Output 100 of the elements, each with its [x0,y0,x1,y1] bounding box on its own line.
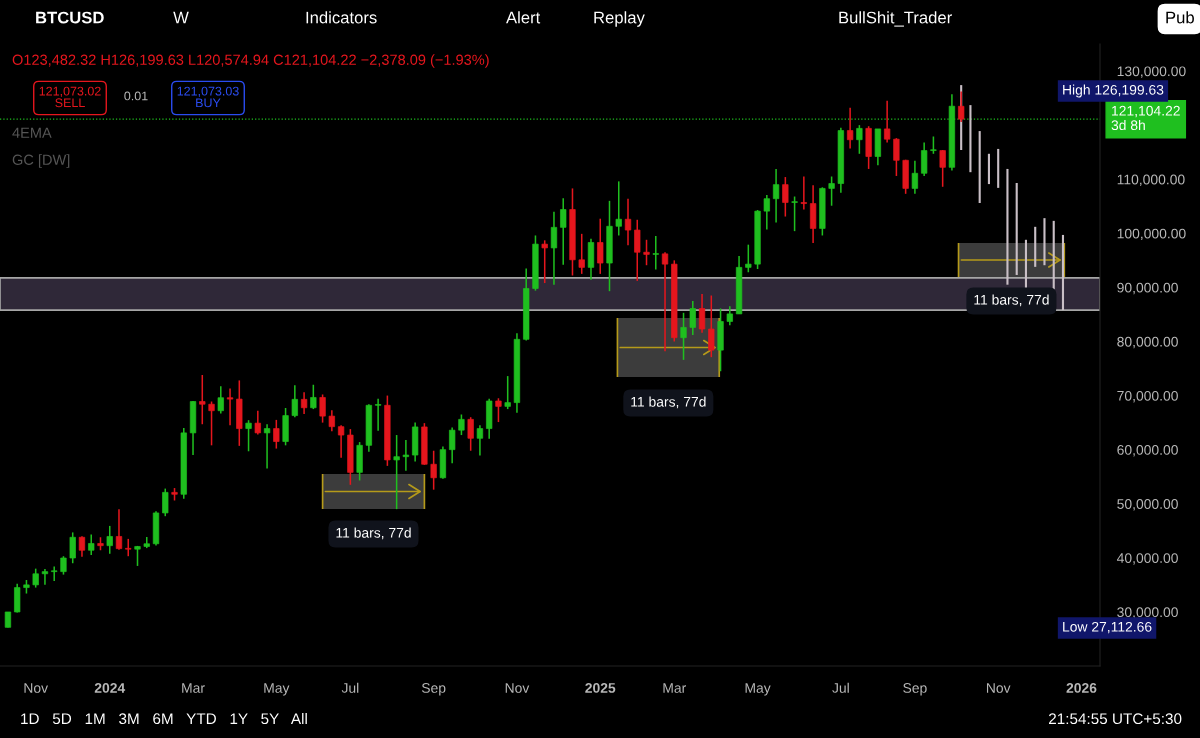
candlestick [291,384,298,418]
text: Replay [594,11,645,27]
annotation: 0.01 [124,91,148,101]
bar [997,148,1000,188]
x-tick-label: Sep [903,683,927,696]
candlestick [846,107,854,150]
candlestick [263,423,271,470]
candlestick [402,439,410,472]
text: 21:54:55 UTC+5:30 [1049,713,1182,725]
candlestick [541,239,548,284]
y-tick-label: 70,000.00 [1117,390,1178,403]
bar [1015,183,1018,275]
text: BullShit_Trader [839,11,952,27]
x-tick-label: May [745,683,771,696]
candlestick [698,293,706,334]
candlestick [393,434,400,510]
annotation: 121,073.03 BUY [177,86,239,108]
bar [1043,218,1046,266]
ref-line-label: 121,104.22 3d 8h [1111,105,1180,131]
candlestick [550,210,558,286]
x-tick-label: Mar [663,683,687,693]
annotation: 11 bars, 77d [974,294,1049,307]
y-tick-label: 110,000.00 [1117,174,1185,187]
candlestick [763,194,770,231]
x-tick-label: Sep [421,683,446,696]
annotation: High 126,199.63 [1063,84,1164,98]
text: 1D 5D 1M 3M 6M YTD 1Y 5Y All [21,712,307,725]
candlestick [162,487,169,517]
candlestick [504,375,511,410]
candlestick [708,294,715,358]
candlestick [328,409,335,433]
candlestick [597,217,604,275]
annotation: 121,073.02 SELL [39,86,101,108]
y-tick-label: 30,000.00 [1117,607,1178,619]
x-tick-label: 2026 [1066,683,1097,693]
annotation: 4EMA [12,127,52,138]
candlestick [791,195,798,232]
candlestick [319,393,326,424]
candlestick [624,197,632,246]
candlestick [300,391,308,415]
annotation: 11 bars, 77d [631,396,706,409]
x-tick-label: Jul [341,682,359,693]
candlestick [458,413,465,436]
candlestick [884,100,891,144]
text: Pub [1166,11,1194,24]
candlestick [51,565,58,582]
x-tick-label: Nov [986,683,1011,693]
candlestick [32,567,39,589]
candlestick [782,176,789,218]
candlestick [115,508,123,551]
candlestick [254,409,261,436]
chart-title: BTCUSD [36,11,104,24]
candlestick [245,419,252,453]
bar [978,131,981,204]
y-tick-label: 50,000.00 [1117,499,1178,511]
candlestick [680,312,687,361]
y-tick-label: 90,000.00 [1117,282,1178,295]
bar [969,105,972,173]
annotation: O123,482.32 H126,199.63 L120,574.94 C121,104.22 −2,378.09 (−1.93%) [12,54,489,68]
bar [987,153,990,185]
candlestick [643,239,650,266]
y-tick-label: 100,000.00 [1117,228,1186,241]
candlestick [60,555,67,576]
candlestick [88,533,95,556]
candlestick [652,235,659,271]
candlestick [726,305,733,327]
text: W [173,11,189,24]
x-tick-label: May [264,683,290,696]
bar [1034,226,1037,267]
candlestick [911,160,919,195]
candlestick [78,535,86,558]
candlestick [226,387,234,427]
candlestick [856,124,863,155]
annotation: Low 27,112.66 [1063,621,1152,634]
x-tick-label: Nov [505,683,530,693]
candlestick [615,180,622,237]
candlestick [217,385,224,415]
x-tick-label: Mar [182,683,205,693]
annotation: 11 bars, 77d [336,527,411,540]
annotation: GC [DW] [12,154,70,168]
candlestick [476,424,484,457]
candlestick [430,449,437,491]
candlestick [310,383,317,410]
bar [1061,234,1065,311]
y-tick-label: 60,000.00 [1117,444,1178,457]
bar [1006,168,1009,285]
candlestick [921,141,928,177]
candlestick [41,568,49,586]
candlestick [106,525,113,555]
candlestick [772,168,780,224]
candlestick [375,398,382,432]
candlestick [800,175,807,211]
candlestick [495,397,502,423]
text: Alert [506,11,541,24]
candlestick [745,243,752,274]
x-tick-label: 2025 [585,683,616,693]
y-tick-label: 80,000.00 [1117,336,1178,349]
candlestick [689,300,696,336]
candlestick [560,197,567,266]
candlestick [939,149,946,188]
